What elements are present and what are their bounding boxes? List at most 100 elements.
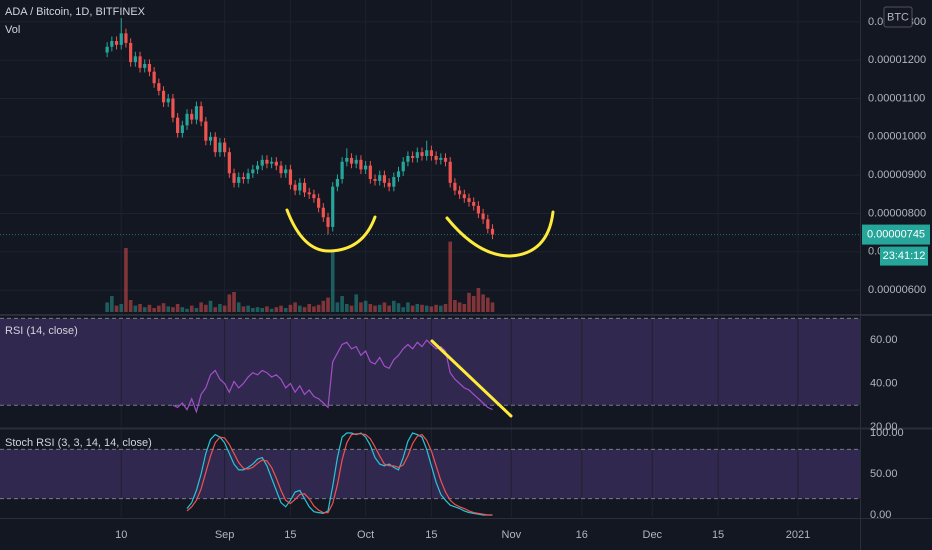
y-tick-label: 0.00000600 (868, 284, 926, 296)
x-tick-label: 2021 (786, 529, 810, 541)
countdown-box (880, 246, 928, 266)
candle-body (411, 156, 415, 158)
candle-body (185, 113, 189, 126)
candle-body (251, 169, 255, 174)
candle-body (288, 169, 293, 185)
candle-body (204, 121, 208, 141)
candle-body (171, 98, 175, 118)
candle-body (194, 106, 199, 120)
candle-body (270, 161, 274, 164)
volume-bar (185, 308, 189, 312)
candle-body (227, 152, 231, 174)
candle-body (420, 152, 424, 156)
volume-bar (255, 307, 260, 312)
y-tick-label: 0.00001100 (868, 92, 925, 104)
candle-body (401, 161, 405, 172)
volume-bar (119, 304, 124, 312)
candle-body (284, 169, 288, 174)
candle-body (476, 205, 481, 214)
volume-bar (392, 300, 396, 312)
volume-bar (180, 307, 185, 312)
candle-body (129, 42, 133, 63)
volume-bar (222, 305, 227, 312)
volume-bar (274, 307, 279, 312)
drawn-trendline (430, 339, 513, 418)
candle-body (279, 165, 283, 174)
candle-body (124, 33, 128, 43)
volume-title: Vol (5, 24, 20, 36)
candle-body (453, 182, 457, 191)
candle-body (354, 159, 358, 164)
volume-bar (279, 305, 283, 312)
candle-body (429, 150, 434, 156)
candle-body (119, 33, 123, 45)
volume-bar (316, 304, 321, 312)
volume-bar (189, 305, 194, 312)
volume-bar (349, 305, 354, 312)
candle-body (274, 161, 278, 166)
volume-bar (401, 307, 406, 312)
candle-body (331, 186, 335, 227)
volume-bar (471, 296, 476, 312)
candle-body (359, 159, 363, 170)
volume-bar (194, 308, 199, 312)
volume-bar (453, 300, 457, 312)
volume-bar (175, 304, 180, 312)
currency-badge[interactable] (883, 6, 913, 28)
volume-bar (307, 304, 312, 312)
candle-body (462, 194, 466, 199)
y-tick-label: 100.00 (870, 427, 904, 439)
candle-body (340, 161, 344, 179)
volume-bar (265, 306, 269, 312)
candle-body (223, 142, 227, 153)
volume-bar (448, 241, 453, 312)
volume-bar (199, 302, 203, 312)
y-tick-label: 0.00000900 (868, 169, 926, 181)
currency-label[interactable]: BTC (887, 11, 909, 23)
candle-body (138, 56, 142, 68)
candle-body (335, 178, 340, 187)
volume-bar (443, 304, 448, 312)
volume-bar (147, 304, 152, 312)
volume-bar (208, 300, 213, 312)
candle-body (448, 161, 452, 183)
volume-bar (166, 306, 171, 312)
candle-body (114, 41, 119, 45)
volume-bar (415, 304, 420, 312)
volume-bar (218, 304, 222, 312)
y-tick-label: 0.00000800 (868, 207, 926, 219)
volume-bar (486, 297, 490, 312)
volume-bar (424, 305, 429, 312)
y-tick-label: 0.00001200 (868, 54, 926, 66)
volume-bar (462, 304, 467, 312)
volume-bar (467, 292, 471, 312)
candle-body (255, 165, 260, 170)
candle-body (232, 173, 236, 183)
candle-body (321, 207, 325, 218)
candle-body (443, 157, 448, 162)
volume-bar (133, 305, 138, 312)
x-tick-label: Dec (643, 529, 663, 541)
candle-body (349, 157, 354, 164)
volume-bar (373, 305, 377, 312)
candle-body (373, 178, 377, 181)
y-tick-label: 0.00001000 (868, 131, 926, 143)
volume-bar (439, 305, 443, 312)
volume-bar (204, 304, 208, 312)
volume-bar (490, 302, 495, 312)
candle-body (260, 159, 264, 166)
volume-bar (420, 304, 424, 312)
x-tick-label: Nov (502, 529, 522, 541)
drawn-curve (285, 208, 377, 253)
candle-body (387, 182, 391, 187)
y-tick-label: 50.00 (870, 468, 898, 480)
volume-bar (142, 307, 147, 312)
candle-body (434, 156, 438, 160)
candle-body (199, 106, 203, 122)
volume-bar (246, 305, 250, 312)
volume-bar (457, 302, 462, 312)
candle-body (133, 56, 137, 63)
x-tick-label: Oct (357, 529, 374, 541)
